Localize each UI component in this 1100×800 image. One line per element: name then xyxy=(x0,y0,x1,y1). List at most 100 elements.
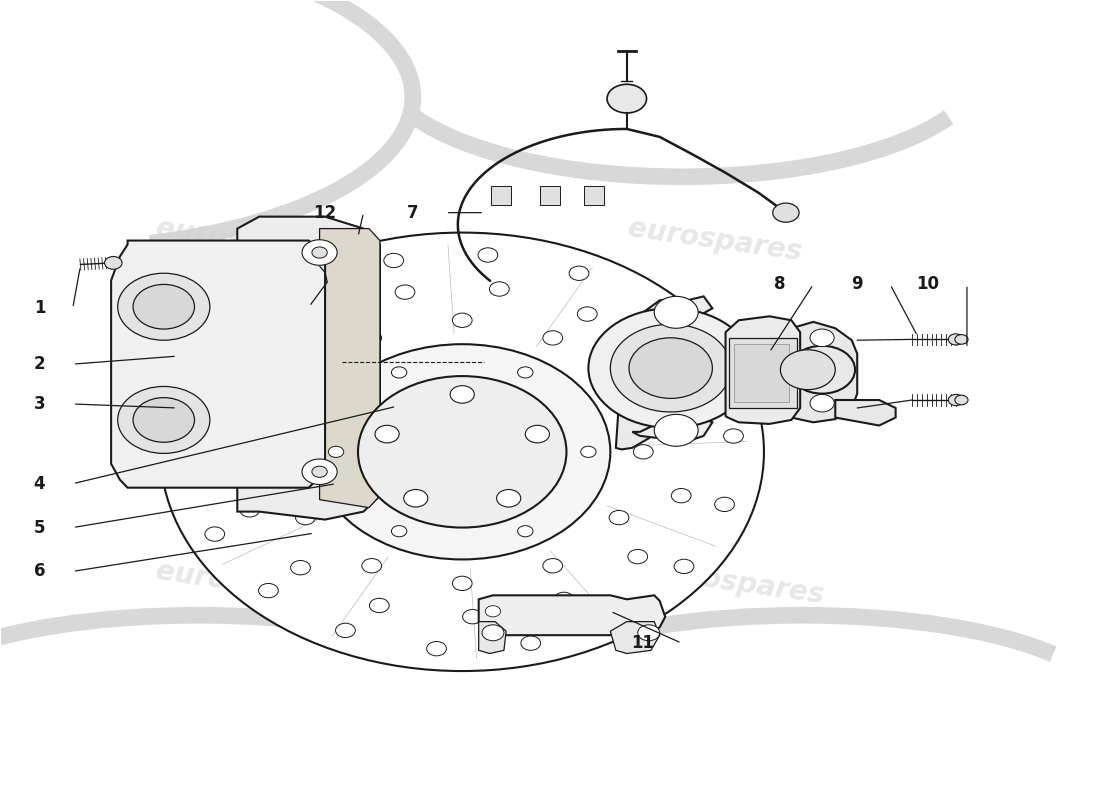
Circle shape xyxy=(948,334,964,345)
Circle shape xyxy=(384,254,404,268)
Circle shape xyxy=(272,445,292,459)
Text: 4: 4 xyxy=(34,474,45,493)
Circle shape xyxy=(329,446,343,458)
Circle shape xyxy=(543,558,562,573)
Text: 11: 11 xyxy=(631,634,654,652)
Circle shape xyxy=(955,395,968,405)
Circle shape xyxy=(780,350,835,390)
Circle shape xyxy=(478,248,498,262)
Polygon shape xyxy=(478,595,666,635)
Circle shape xyxy=(452,313,472,327)
Circle shape xyxy=(315,344,610,559)
Circle shape xyxy=(251,369,271,383)
Circle shape xyxy=(676,420,696,434)
Circle shape xyxy=(715,498,735,511)
Circle shape xyxy=(526,426,549,443)
Circle shape xyxy=(496,490,520,507)
Bar xyxy=(584,186,604,206)
Circle shape xyxy=(375,426,399,443)
Text: eurospares: eurospares xyxy=(154,214,331,266)
Text: 5: 5 xyxy=(34,518,45,537)
Circle shape xyxy=(226,435,245,449)
Circle shape xyxy=(336,623,355,638)
Text: eurospares: eurospares xyxy=(154,558,331,610)
Circle shape xyxy=(161,233,764,671)
Circle shape xyxy=(358,376,566,527)
Circle shape xyxy=(296,379,316,394)
Circle shape xyxy=(789,346,855,394)
Text: 9: 9 xyxy=(851,275,862,294)
Text: 6: 6 xyxy=(34,562,45,581)
Circle shape xyxy=(588,308,754,428)
Circle shape xyxy=(724,429,744,443)
Text: 12: 12 xyxy=(312,204,336,222)
Circle shape xyxy=(395,285,415,299)
Polygon shape xyxy=(729,338,796,408)
Text: 3: 3 xyxy=(34,395,45,413)
Circle shape xyxy=(569,266,589,281)
Text: 1: 1 xyxy=(34,299,45,318)
Circle shape xyxy=(205,527,224,542)
Circle shape xyxy=(482,625,504,641)
Text: 2: 2 xyxy=(34,355,45,373)
Circle shape xyxy=(312,466,328,478)
Circle shape xyxy=(302,240,337,266)
Circle shape xyxy=(581,446,596,458)
Bar xyxy=(540,186,560,206)
Bar xyxy=(491,186,510,206)
Circle shape xyxy=(485,606,501,617)
Polygon shape xyxy=(835,400,895,426)
Polygon shape xyxy=(735,344,789,402)
Circle shape xyxy=(607,84,647,113)
Circle shape xyxy=(543,330,562,345)
Circle shape xyxy=(521,636,540,650)
Circle shape xyxy=(312,247,328,258)
Circle shape xyxy=(810,394,834,412)
Circle shape xyxy=(948,394,964,406)
Polygon shape xyxy=(478,622,506,654)
Circle shape xyxy=(638,625,660,641)
Circle shape xyxy=(578,307,597,322)
Circle shape xyxy=(104,257,122,270)
Circle shape xyxy=(404,490,428,507)
Circle shape xyxy=(310,316,330,330)
Circle shape xyxy=(607,607,627,622)
Circle shape xyxy=(302,459,337,485)
Circle shape xyxy=(646,306,666,320)
Circle shape xyxy=(118,386,210,454)
Polygon shape xyxy=(632,296,713,336)
Circle shape xyxy=(810,329,834,346)
Circle shape xyxy=(392,526,407,537)
Circle shape xyxy=(362,330,382,345)
Circle shape xyxy=(609,510,629,525)
Circle shape xyxy=(700,362,719,377)
Circle shape xyxy=(772,203,799,222)
Polygon shape xyxy=(610,622,660,654)
Circle shape xyxy=(518,367,534,378)
Polygon shape xyxy=(238,217,380,519)
Circle shape xyxy=(644,356,663,370)
Circle shape xyxy=(258,583,278,598)
Circle shape xyxy=(554,592,574,606)
Circle shape xyxy=(671,489,691,503)
Text: eurospares: eurospares xyxy=(648,558,825,610)
Circle shape xyxy=(392,367,407,378)
Text: 10: 10 xyxy=(916,275,939,294)
Circle shape xyxy=(240,502,260,517)
Circle shape xyxy=(182,461,201,474)
Circle shape xyxy=(654,414,698,446)
Circle shape xyxy=(362,558,382,573)
Circle shape xyxy=(231,330,251,345)
Text: 8: 8 xyxy=(774,275,785,294)
Text: 7: 7 xyxy=(407,204,418,222)
Circle shape xyxy=(133,398,195,442)
Circle shape xyxy=(609,379,629,394)
Circle shape xyxy=(654,296,698,328)
Circle shape xyxy=(133,285,195,329)
Circle shape xyxy=(518,526,534,537)
Circle shape xyxy=(290,561,310,575)
Circle shape xyxy=(296,510,316,525)
Polygon shape xyxy=(320,229,379,508)
Circle shape xyxy=(452,576,472,590)
Polygon shape xyxy=(111,241,326,488)
